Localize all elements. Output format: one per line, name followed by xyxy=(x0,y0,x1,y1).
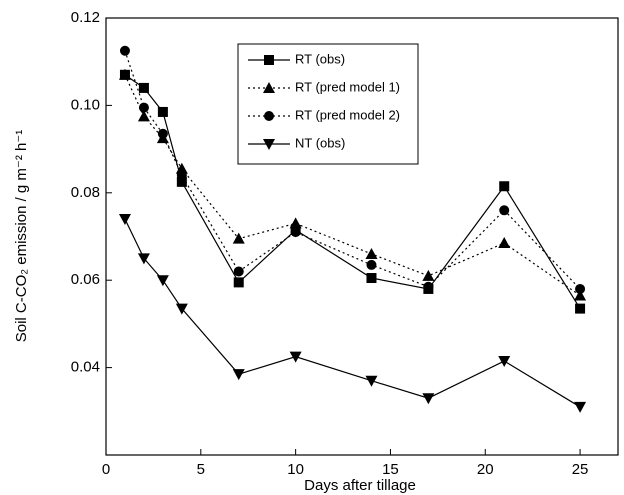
x-tick-label: 15 xyxy=(382,461,399,478)
marker xyxy=(156,275,169,287)
marker xyxy=(422,269,435,281)
marker xyxy=(175,303,188,315)
marker xyxy=(118,214,131,226)
marker xyxy=(575,303,586,314)
marker xyxy=(175,162,188,174)
marker xyxy=(498,237,511,249)
x-tick-label: 0 xyxy=(102,461,110,478)
marker xyxy=(233,277,244,288)
x-axis-label: Days after tillage xyxy=(304,477,416,494)
series-line xyxy=(124,74,581,309)
y-tick-label: 0.10 xyxy=(71,96,100,113)
legend-label: RT (pred model 2) xyxy=(295,107,400,122)
x-tick-label: 25 xyxy=(572,461,589,478)
marker xyxy=(365,247,378,259)
marker xyxy=(232,369,245,381)
marker xyxy=(575,283,586,294)
marker xyxy=(176,176,187,187)
y-tick-label: 0.04 xyxy=(71,359,100,376)
y-tick-label: 0.08 xyxy=(71,184,100,201)
x-tick-label: 5 xyxy=(197,461,205,478)
marker xyxy=(366,259,377,270)
legend-label: RT (obs) xyxy=(295,51,345,66)
marker xyxy=(157,128,168,139)
marker xyxy=(290,227,301,238)
legend-label: RT (pred model 1) xyxy=(295,79,400,94)
series-line xyxy=(124,218,581,408)
marker xyxy=(499,205,510,216)
x-tick-label: 20 xyxy=(477,461,494,478)
marker xyxy=(176,170,187,181)
marker xyxy=(574,289,587,301)
marker xyxy=(366,273,377,284)
series-line xyxy=(124,50,581,290)
marker xyxy=(365,375,378,387)
legend-marker xyxy=(264,55,274,65)
legend-label: NT (obs) xyxy=(295,135,345,150)
series-line xyxy=(124,74,581,296)
marker xyxy=(137,253,150,265)
marker xyxy=(289,351,302,363)
marker xyxy=(138,102,149,113)
marker xyxy=(157,106,168,117)
y-axis-label: Soil C-CO₂ emission / g m⁻² h⁻¹ xyxy=(13,130,30,343)
marker xyxy=(232,232,245,244)
marker xyxy=(289,217,302,229)
y-tick-label: 0.06 xyxy=(71,271,100,288)
plot-frame xyxy=(105,17,619,456)
marker xyxy=(118,68,131,80)
marker xyxy=(233,266,244,277)
y-tick-label: 0.12 xyxy=(71,9,100,26)
marker xyxy=(137,110,150,122)
marker xyxy=(138,82,149,93)
marker xyxy=(119,45,130,56)
legend-marker xyxy=(263,82,275,93)
marker xyxy=(498,356,511,368)
marker xyxy=(422,393,435,405)
marker xyxy=(574,401,587,413)
legend-marker xyxy=(263,139,275,150)
x-tick-label: 10 xyxy=(287,461,304,478)
marker xyxy=(499,181,510,192)
marker xyxy=(423,281,434,292)
legend-marker xyxy=(264,111,274,121)
